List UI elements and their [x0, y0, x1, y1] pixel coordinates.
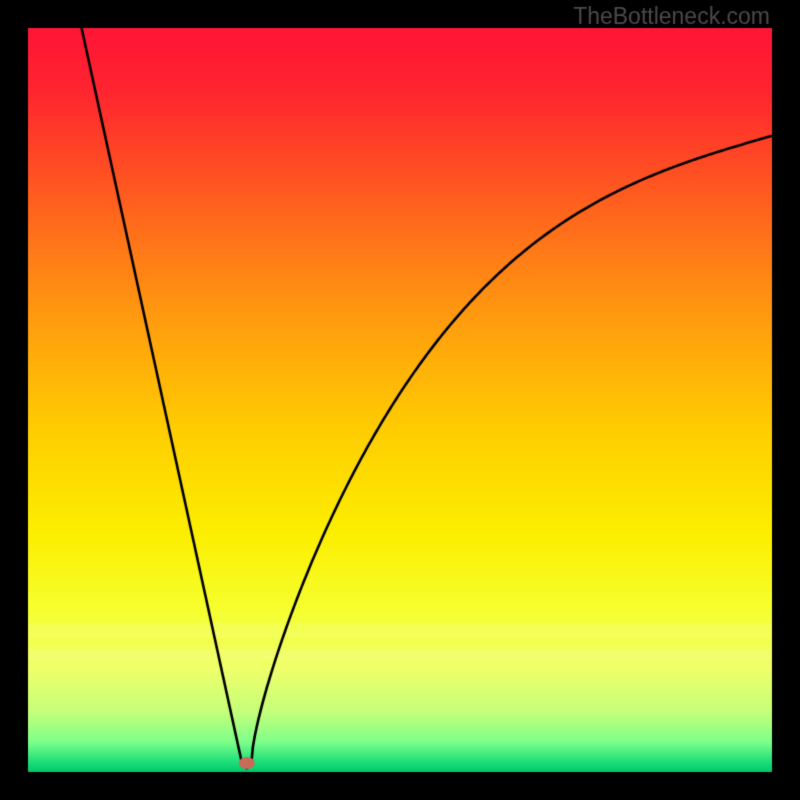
- bottleneck-curve-chart: [0, 0, 800, 800]
- chart-container: TheBottleneck.com: [0, 0, 800, 800]
